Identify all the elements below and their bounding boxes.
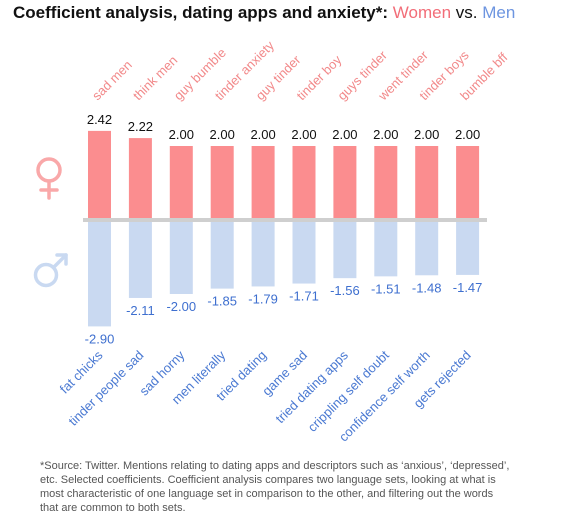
women-value-label: 2.00 bbox=[414, 127, 439, 142]
male-symbol-icon bbox=[33, 253, 68, 288]
women-bar bbox=[128, 138, 152, 218]
men-value-label: -2.11 bbox=[126, 303, 155, 318]
men-bar bbox=[333, 222, 357, 279]
women-value-label: 2.00 bbox=[373, 127, 398, 142]
women-category-label: sad men bbox=[89, 57, 135, 103]
title-main: Coefficient analysis, dating apps and an… bbox=[13, 3, 393, 22]
women-value-label: 2.00 bbox=[455, 127, 480, 142]
women-value-label: 2.00 bbox=[210, 127, 235, 142]
chart-title: Coefficient analysis, dating apps and an… bbox=[13, 3, 515, 23]
women-value-label: 2.42 bbox=[87, 112, 112, 127]
men-value-label: -1.71 bbox=[289, 289, 319, 304]
women-bar bbox=[210, 146, 234, 218]
women-bar bbox=[251, 146, 275, 218]
women-value-label: 2.00 bbox=[250, 127, 275, 142]
men-bar bbox=[210, 222, 234, 289]
men-bar bbox=[374, 222, 398, 277]
men-category-label: tinder people sad bbox=[65, 348, 146, 429]
men-bar bbox=[456, 222, 480, 275]
men-value-label: -1.51 bbox=[371, 281, 401, 296]
women-bar bbox=[292, 146, 316, 218]
title-men: Men bbox=[482, 3, 516, 22]
women-bar bbox=[88, 130, 111, 218]
women-bar bbox=[333, 146, 357, 218]
men-value-label: -1.85 bbox=[207, 294, 237, 309]
men-value-label: -1.47 bbox=[453, 280, 483, 295]
men-value-label: -2.00 bbox=[166, 299, 196, 314]
women-bar bbox=[374, 146, 398, 218]
female-symbol-icon bbox=[36, 157, 62, 200]
men-value-label: -1.79 bbox=[248, 291, 278, 306]
men-value-label: -1.48 bbox=[412, 280, 442, 295]
women-value-label: 2.00 bbox=[291, 127, 316, 142]
men-value-label: -1.56 bbox=[330, 283, 360, 298]
women-value-label: 2.00 bbox=[332, 127, 357, 142]
men-bar bbox=[415, 222, 439, 276]
women-bar bbox=[456, 146, 480, 218]
men-value-label: -2.90 bbox=[85, 331, 115, 346]
men-bar bbox=[169, 222, 193, 294]
men-bar bbox=[292, 222, 316, 284]
title-vs: vs. bbox=[451, 3, 483, 22]
women-value-label: 2.22 bbox=[128, 119, 153, 134]
title-women: Women bbox=[392, 3, 452, 22]
women-value-label: 2.00 bbox=[169, 127, 194, 142]
women-bar bbox=[415, 146, 439, 218]
men-bar bbox=[88, 222, 111, 327]
footnote: *Source: Twitter. Mentions relating to d… bbox=[40, 460, 510, 514]
women-bar bbox=[169, 146, 193, 218]
men-bar bbox=[128, 222, 152, 298]
men-category-label: tried dating apps bbox=[272, 347, 351, 426]
men-bar bbox=[251, 222, 275, 287]
